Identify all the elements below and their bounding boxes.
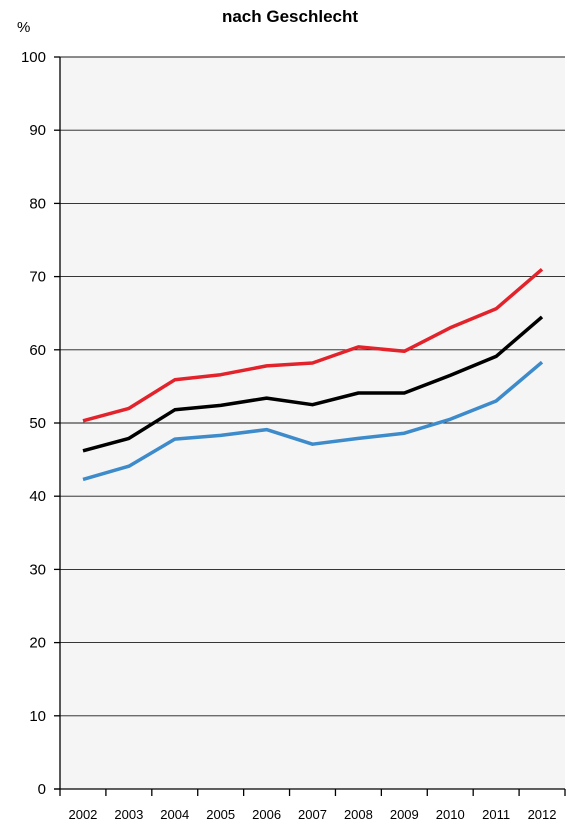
x-tick-label: 2002 [68,807,97,822]
y-tick-label: 90 [29,122,46,139]
grid-lines [60,56,565,717]
y-tick-label: 100 [21,49,46,66]
x-tick-label: 2011 [482,807,510,822]
x-tick-label: 2006 [252,807,281,822]
series-line-2 [82,315,544,453]
x-tick-label: 2012 [528,807,557,822]
chart-title: nach Geschlecht [222,7,358,26]
series-line-1 [82,267,544,423]
x-tick-label: 2004 [160,807,189,822]
y-tick-label: 10 [29,708,46,725]
x-tick-label: 2010 [436,807,465,822]
x-tick-label: 2008 [344,807,373,822]
x-axis-ticks: 2002 2003 2004 2005 2006 2007 2008 2009 2010 2011… [59,789,566,822]
y-tick-label: 0 [38,781,46,798]
x-tick-label: 2005 [206,807,235,822]
y-tick-label: 60 [29,342,46,359]
x-tick-label: 2009 [390,807,419,822]
y-tick-label: 80 [29,195,46,212]
y-tick-label: 70 [29,269,46,286]
y-axis-unit-label: % [17,19,30,36]
y-axis-ticks: 0 10 20 30 40 50 60 70 80 90 100 [21,49,60,798]
series-lines [82,267,544,482]
y-tick-label: 50 [29,415,46,432]
y-tick-label: 30 [29,561,46,578]
series-line-3 [82,360,544,482]
y-tick-label: 40 [29,488,46,505]
x-tick-label: 2003 [114,807,143,822]
x-tick-label: 2007 [298,807,327,822]
y-tick-label: 20 [29,635,46,652]
